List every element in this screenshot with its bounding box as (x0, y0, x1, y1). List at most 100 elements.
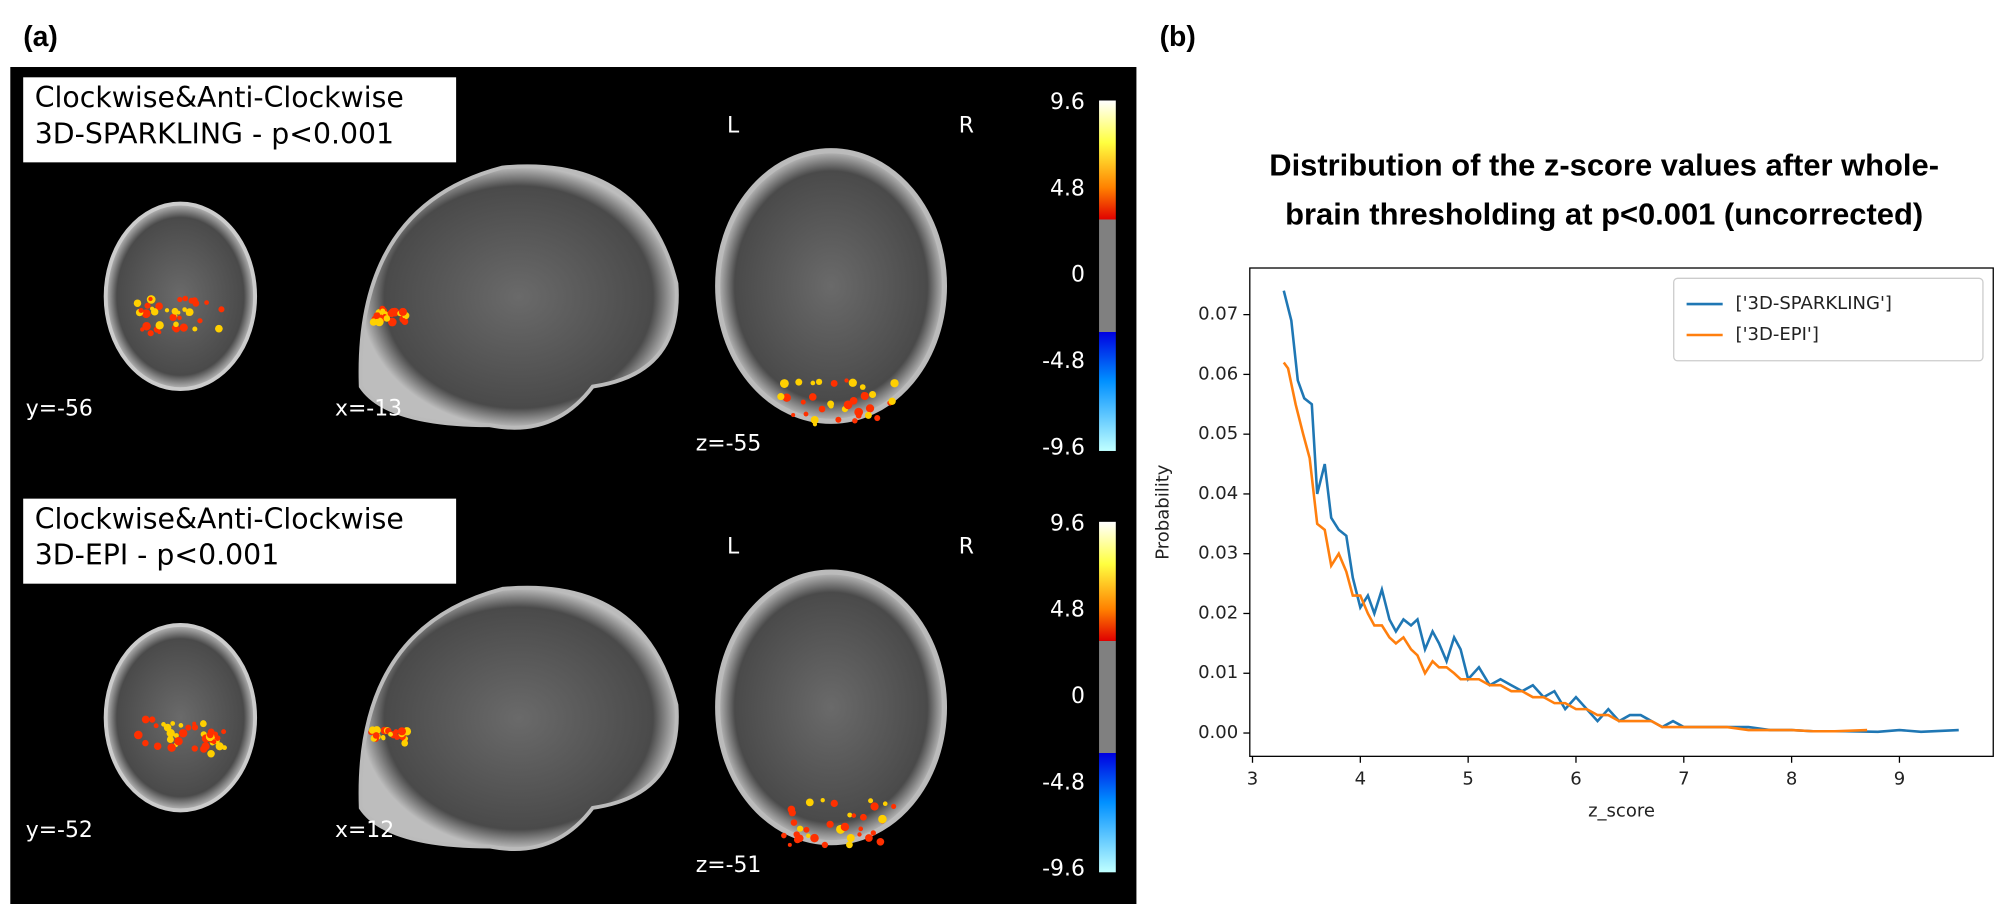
activation (835, 416, 842, 423)
coord-label: y=-52 (26, 818, 93, 843)
activation (874, 415, 881, 422)
activation (865, 834, 873, 842)
activation (796, 825, 804, 832)
activation (793, 831, 800, 838)
activation (777, 393, 785, 401)
label-text: Clockwise&Anti-Clockwise (35, 503, 404, 536)
legend-label: ['3D-EPI'] (1736, 324, 1819, 345)
legend-box (1673, 277, 1984, 362)
y-axis-label: Probability (1152, 464, 1173, 560)
colorbar-tick-label: 0 (1071, 684, 1085, 709)
activation (848, 378, 857, 387)
activation (864, 411, 872, 419)
activation (142, 739, 149, 747)
activation (140, 327, 145, 332)
colorbar-tick-label: -9.6 (1042, 857, 1085, 882)
activation (401, 318, 406, 323)
activation (781, 832, 787, 839)
coord-label: z=-55 (696, 432, 762, 457)
colorbar-tick-label: 9.6 (1050, 511, 1085, 536)
activation (795, 378, 803, 386)
colorbar-tick-label: -9.6 (1042, 435, 1085, 460)
activation (855, 412, 862, 419)
label-box (23, 77, 457, 163)
activation (843, 400, 853, 410)
activation (827, 400, 835, 408)
x-tick-label: 3 (1247, 769, 1258, 790)
activation (142, 322, 151, 331)
activation (147, 330, 154, 337)
activation (197, 318, 203, 324)
panel-label: (a) (23, 21, 58, 53)
activation (857, 832, 862, 837)
activation (173, 733, 179, 739)
activation (810, 833, 819, 843)
x-tick-label: 5 (1462, 769, 1473, 790)
activation (207, 749, 215, 758)
activation (185, 311, 191, 316)
activation (215, 742, 224, 751)
activation (167, 743, 176, 752)
activation (375, 312, 380, 317)
coord-label: x=-13 (335, 397, 402, 422)
activation (397, 727, 407, 736)
activation (891, 803, 897, 809)
activation (157, 330, 162, 335)
activation (148, 296, 153, 302)
activation (805, 798, 814, 807)
activation (389, 307, 397, 316)
x-tick-label: 8 (1786, 769, 1797, 790)
activation (144, 302, 151, 309)
activation (803, 411, 809, 417)
label-text: 3D-SPARKLING - p<0.001 (35, 117, 394, 150)
sagittal-slice (358, 164, 679, 430)
activation (161, 722, 166, 727)
activation (221, 729, 227, 735)
activation (870, 830, 876, 836)
activation (851, 813, 857, 818)
activation (204, 300, 209, 305)
activation (810, 416, 819, 424)
sagittal-slice (358, 585, 679, 851)
activation (177, 315, 182, 321)
activation (201, 742, 210, 751)
y-tick-label: 0.04 (1198, 483, 1238, 504)
activation (876, 837, 885, 846)
axial-slice (715, 569, 948, 846)
activation (859, 384, 866, 390)
y-tick-label: 0.06 (1198, 363, 1238, 384)
activation (179, 323, 188, 332)
x-axis-label: z_score (1588, 801, 1655, 822)
chart-title: brain thresholding at p<0.001 (uncorrect… (1285, 197, 1923, 232)
activation (372, 732, 380, 739)
activation (840, 822, 850, 832)
activation (890, 379, 899, 388)
activation (790, 819, 798, 826)
activation (133, 730, 143, 740)
activation (391, 320, 397, 325)
activation (846, 841, 853, 849)
x-tick-label: 4 (1355, 769, 1366, 790)
activation (401, 739, 409, 747)
activation (211, 739, 217, 745)
activation (847, 812, 853, 818)
activation (155, 302, 163, 311)
activation (793, 836, 802, 844)
activation (830, 799, 838, 808)
activation (218, 306, 225, 313)
activation (779, 379, 789, 388)
label-text: Clockwise&Anti-Clockwise (35, 81, 404, 114)
coord-label: y=-56 (26, 397, 93, 422)
activation (878, 814, 887, 824)
activation (153, 723, 159, 729)
activation (860, 813, 867, 821)
activation (169, 313, 177, 322)
activation (192, 326, 198, 332)
activation (177, 296, 183, 303)
activation (182, 295, 189, 302)
activation (791, 412, 796, 418)
activation (852, 418, 858, 424)
y-tick-label: 0.05 (1198, 423, 1238, 444)
activation (808, 393, 817, 401)
activation (861, 392, 866, 397)
